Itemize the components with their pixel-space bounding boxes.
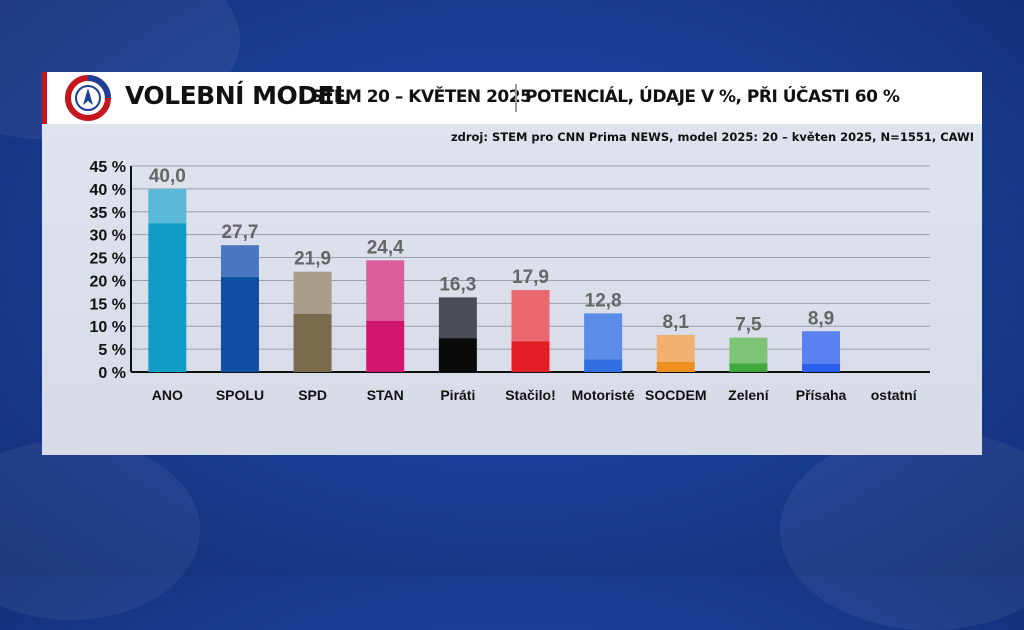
bar-base-Stačilo! (511, 341, 550, 372)
data-label: 12,8 (585, 290, 622, 311)
data-label: 8,1 (663, 312, 690, 333)
data-label: 40,0 (149, 166, 186, 187)
x-tick-label: Stačilo! (505, 387, 556, 403)
bar-potential-SPD (293, 271, 332, 314)
x-tick-label: STAN (367, 387, 404, 403)
x-tick-label: Zelení (728, 387, 770, 403)
cnn-prima-logo-icon (65, 75, 111, 121)
bar-base-Piráti (438, 338, 477, 372)
x-tick-label: SOCDEM (645, 387, 706, 403)
data-label: 17,9 (512, 267, 549, 288)
chart-header: VOLEBNÍ MODEL STEM 20 – KVĚTEN 2025 POTE… (42, 72, 982, 124)
x-tick-label: Motoristé (572, 387, 635, 403)
bar-base-SOCDEM (656, 361, 695, 372)
source-note: zdroj: STEM pro CNN Prima NEWS, model 20… (450, 130, 974, 144)
data-label: 24,4 (367, 237, 404, 258)
data-label: 16,3 (439, 274, 476, 295)
data-label: 21,9 (294, 249, 331, 270)
y-tick-label: 0 % (98, 365, 126, 382)
data-label: 8,9 (808, 308, 834, 329)
x-tick-label: Přísaha (796, 387, 847, 403)
y-tick-label: 40 % (90, 182, 126, 199)
bar-potential-ANO (148, 188, 187, 224)
bar-base-STAN (366, 320, 405, 372)
y-tick-label: 15 % (90, 296, 126, 313)
bar-base-Zelení (729, 363, 768, 372)
x-tick-label: SPOLU (216, 387, 264, 403)
bar-base-Motoristé (584, 359, 623, 372)
y-tick-label: 20 % (90, 273, 126, 290)
bar-base-SPD (293, 313, 332, 372)
bar-base-SPOLU (220, 276, 259, 372)
bar-potential-Zelení (729, 337, 768, 364)
x-tick-label: Piráti (440, 387, 475, 403)
chart-panel: zdroj: STEM pro CNN Prima NEWS, model 20… (42, 124, 982, 455)
bar-potential-Přísaha (802, 331, 841, 364)
bar-potential-Motoristé (584, 313, 623, 360)
chart-title: VOLEBNÍ MODEL (125, 81, 350, 110)
x-tick-label: ANO (152, 387, 183, 403)
bar-potential-Stačilo! (511, 290, 550, 342)
bar-potential-STAN (366, 260, 405, 321)
y-tick-label: 45 % (90, 159, 126, 176)
y-tick-label: 25 % (90, 251, 126, 268)
bar-chart: 0 % 5 % 10 % 15 % 20 % 25 % 30 % 35 % 40 % 45 % 40… (90, 159, 930, 403)
chart-subtitle-details: POTENCIÁL, ÚDAJE V %, PŘI ÚČASTI 60 % (525, 87, 900, 107)
title-divider (515, 84, 517, 112)
chart-subtitle: STEM 20 – KVĚTEN 2025 (311, 87, 532, 107)
bar-potential-Piráti (438, 297, 477, 339)
y-tick-label: 10 % (90, 319, 126, 336)
data-label: 27,7 (221, 222, 258, 243)
x-tick-label: SPD (298, 387, 327, 403)
bar-potential-SOCDEM (656, 334, 695, 362)
bar-base-Přísaha (802, 363, 841, 372)
bar-potential-SPOLU (220, 245, 259, 277)
data-label: 7,5 (735, 315, 762, 336)
y-tick-label: 5 % (98, 342, 126, 359)
bar-base-ANO (148, 223, 187, 372)
y-tick-label: 35 % (90, 205, 126, 222)
y-tick-label: 30 % (90, 228, 126, 245)
x-tick-label: ostatní (871, 387, 918, 403)
